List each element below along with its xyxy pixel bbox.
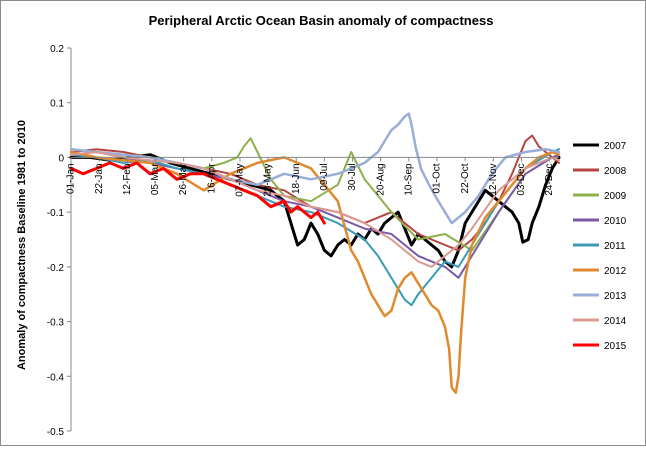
y-axis-label: Anomaly of compactness Baseline 1981 to … [16, 120, 28, 370]
series-layer [69, 112, 561, 394]
legend-label-2013: 2013 [604, 291, 627, 302]
series-line-2015 [69, 161, 326, 225]
legend-label-2007: 2007 [604, 141, 627, 152]
legend: 2007 2008 2009 2010 2011 2012 2013 2014 2015 [573, 141, 627, 352]
y-tick-label: 0 [58, 153, 64, 164]
legend-label-2009: 2009 [604, 191, 627, 202]
y-tick-label: -0.5 [47, 427, 65, 438]
legend-label-2008: 2008 [604, 166, 627, 177]
y-tick-label: -0.4 [47, 372, 65, 383]
x-tick-label: 28-May [263, 163, 274, 196]
x-tick-label: 01-Oct [432, 163, 443, 193]
legend-label-2010: 2010 [604, 216, 627, 227]
x-tick-label: 12-Feb [122, 163, 133, 195]
x-tick-label: 18-Jun [291, 163, 302, 194]
y-tick-label: -0.2 [47, 263, 65, 274]
x-tick-label: 30-Jul [347, 163, 358, 190]
legend-label-2015: 2015 [604, 341, 627, 352]
chart-title: Peripheral Arctic Ocean Basin anomaly of… [149, 13, 494, 28]
series-line-2014 [70, 151, 560, 268]
x-tick-label: 03-Dec [516, 163, 527, 195]
x-tick-label: 22-Jan [94, 163, 105, 194]
legend-label-2012: 2012 [604, 266, 627, 277]
y-tick-label: -0.3 [47, 318, 65, 329]
x-tick-label: 01-Jan [66, 163, 77, 194]
x-tick-label: 07-May [235, 163, 246, 196]
series-line-2010 [70, 151, 560, 279]
x-tick-label: 16-Apr [206, 163, 217, 194]
legend-label-2011: 2011 [604, 241, 626, 252]
x-tick-label: 20-Aug [375, 163, 386, 195]
y-tick-label: 0.1 [50, 99, 64, 110]
x-tick-label: 26-Mar [178, 163, 189, 195]
x-tick-label: 09-Jul [319, 163, 330, 190]
y-tick-label: -0.1 [47, 208, 65, 219]
x-tick-label: 05-Mar [150, 163, 161, 195]
x-axis: 01-Jan 22-Jan 12-Feb 05-Mar 26-Mar 16-Apr 07-M… [66, 156, 559, 197]
x-tick-label: 10-Sep [403, 163, 414, 196]
x-tick-label: 12-Nov [488, 163, 499, 195]
series-line-2012 [69, 150, 561, 394]
x-tick-label: 24-Dec [544, 163, 555, 195]
y-axis-ticks: 0.2 0.1 0 -0.1 -0.2 -0.3 -0.4 -0.5 [47, 44, 72, 438]
legend-label-2014: 2014 [604, 316, 627, 327]
x-tick-label: 22-Oct [460, 163, 471, 193]
y-tick-label: 0.2 [50, 44, 64, 55]
